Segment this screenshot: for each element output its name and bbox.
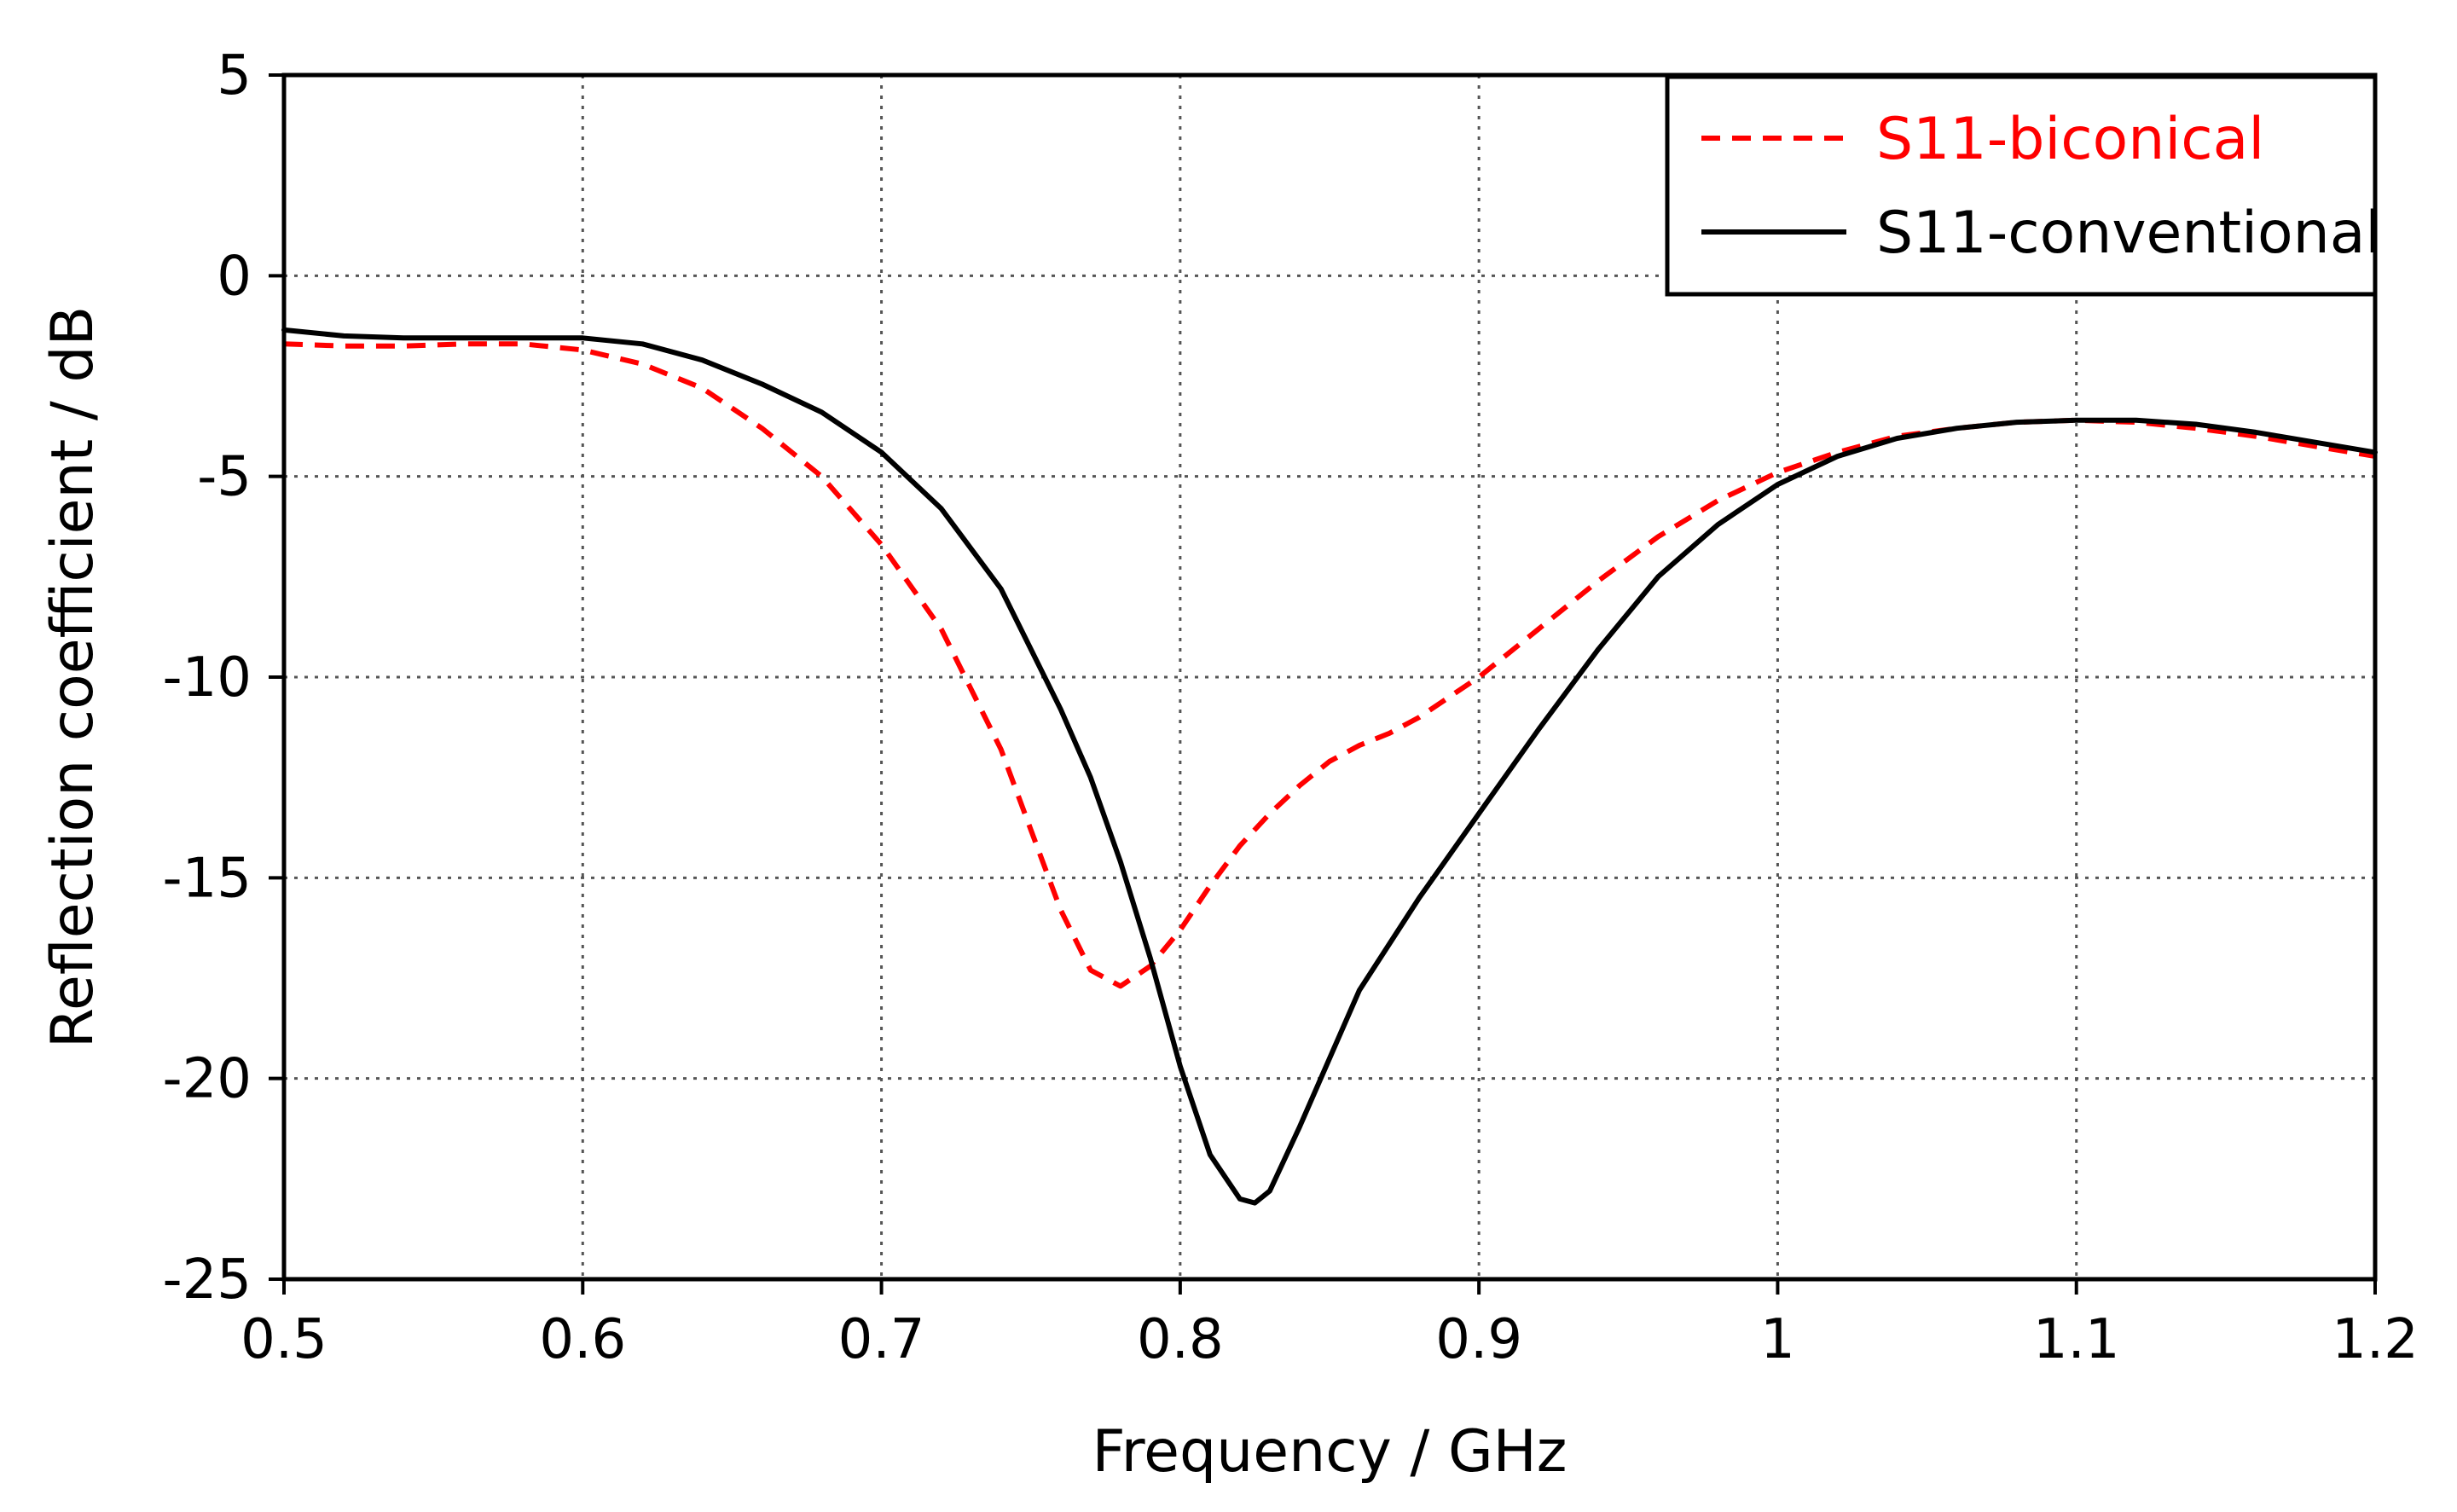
y-axis-title: Reflection coefficient / dB <box>39 306 107 1048</box>
series-lines <box>281 327 2378 1206</box>
x-tick-label: 1.2 <box>2332 1308 2419 1371</box>
grid-lines <box>284 75 2375 1279</box>
x-tick-label: 0.8 <box>1137 1308 1224 1371</box>
x-tick-label: 0.9 <box>1435 1308 1522 1371</box>
y-tick-label: 5 <box>217 44 252 107</box>
x-tick-label: 0.6 <box>539 1308 626 1371</box>
legend: S11-biconical S11-conventional <box>1665 74 2381 297</box>
plot-frame <box>281 72 2378 1282</box>
y-tick-label: -20 <box>162 1048 252 1111</box>
series-line-conventional <box>281 327 2378 1206</box>
x-axis-title: Frequency / GHz <box>1092 1418 1567 1486</box>
y-tick-labels: 5 0 -5 -10 -15 -20 -25 <box>162 44 252 1312</box>
series-line-biconical <box>283 341 2376 989</box>
legend-box <box>1665 74 2378 297</box>
y-tick-label: -15 <box>162 847 252 910</box>
y-tick-label: -5 <box>197 446 252 509</box>
axis-ticks <box>269 73 2377 1295</box>
legend-label-biconical: S11-biconical <box>1876 106 2264 173</box>
y-tick-label: 0 <box>217 245 252 308</box>
x-tick-labels: 0.5 0.6 0.7 0.8 0.9 1 1.1 1.2 <box>240 1308 2419 1371</box>
x-tick-label: 0.7 <box>838 1308 925 1371</box>
y-tick-label: -10 <box>162 646 252 710</box>
y-tick-label: -25 <box>162 1248 252 1312</box>
x-tick-label: 0.5 <box>240 1308 327 1371</box>
legend-label-conventional: S11-conventional <box>1876 200 2381 267</box>
x-tick-label: 1.1 <box>2033 1308 2120 1371</box>
x-tick-label: 1 <box>1760 1308 1795 1371</box>
